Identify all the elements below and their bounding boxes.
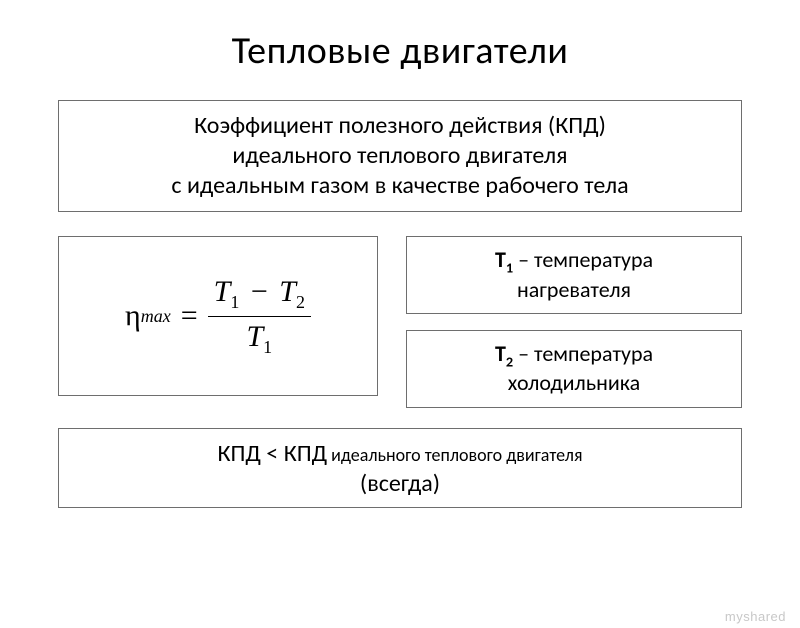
kpd-left: КПД bbox=[217, 439, 260, 468]
kpd-qualifier: идеального теплового двигателя bbox=[327, 444, 582, 466]
eta-sub: max bbox=[141, 306, 171, 327]
denominator: T1 bbox=[240, 319, 278, 359]
watermark: myshared bbox=[725, 609, 786, 624]
num-t1-sub: 1 bbox=[230, 292, 239, 312]
t1-dash: – bbox=[513, 246, 534, 273]
t2-definition-box: T2 – температура холодильника bbox=[406, 330, 742, 408]
t1-text: температура bbox=[534, 246, 653, 273]
eta-symbol: η bbox=[125, 299, 141, 333]
t2-symbol: T bbox=[495, 340, 506, 367]
desc-line-3: с идеальным газом в качестве рабочего те… bbox=[171, 171, 628, 201]
num-t2: T bbox=[279, 275, 296, 308]
efficiency-formula: ηmax = T1 − T2 T1 bbox=[125, 274, 311, 359]
fraction: T1 − T2 T1 bbox=[208, 274, 311, 359]
lt-sign: < bbox=[261, 439, 284, 468]
page-title: Тепловые двигатели bbox=[0, 28, 800, 74]
inequality-box: КПД < КПД идеального теплового двигателя… bbox=[58, 428, 742, 508]
description-box: Коэффициент полезного действия (КПД) иде… bbox=[58, 100, 742, 212]
middle-row: ηmax = T1 − T2 T1 T1 – температура нагре… bbox=[58, 236, 742, 408]
fraction-bar bbox=[208, 316, 311, 317]
num-t1: T bbox=[214, 275, 231, 308]
desc-line-1: Коэффициент полезного действия (КПД) bbox=[194, 111, 606, 141]
num-t2-sub: 2 bbox=[296, 292, 305, 312]
t1-definition-box: T1 – температура нагревателя bbox=[406, 236, 742, 314]
t1-text2: нагревателя bbox=[517, 277, 631, 303]
num-minus: − bbox=[251, 275, 268, 308]
t2-dash: – bbox=[513, 340, 534, 367]
always-note: (всегда) bbox=[360, 469, 440, 499]
t1-symbol: T bbox=[495, 246, 506, 273]
den-t-sub: 1 bbox=[263, 337, 272, 357]
formula-box: ηmax = T1 − T2 T1 bbox=[58, 236, 378, 396]
equals-sign: = bbox=[181, 299, 198, 333]
kpd-right: КПД bbox=[284, 439, 327, 468]
t2-text: температура bbox=[534, 340, 653, 367]
t2-text2: холодильника bbox=[508, 370, 640, 396]
den-t: T bbox=[246, 320, 263, 353]
definitions-column: T1 – температура нагревателя T2 – темпер… bbox=[406, 236, 742, 408]
numerator: T1 − T2 bbox=[208, 274, 311, 314]
desc-line-2: идеального теплового двигателя bbox=[232, 141, 567, 171]
